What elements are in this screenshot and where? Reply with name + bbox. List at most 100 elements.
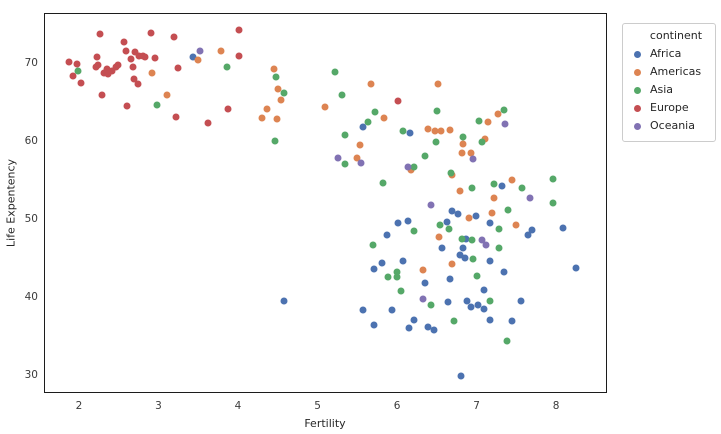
x-tick-label: 4 xyxy=(234,400,242,412)
data-point-africa xyxy=(406,129,414,137)
data-point-oceania xyxy=(404,163,412,171)
data-point-americas xyxy=(321,103,329,111)
data-point-americas xyxy=(380,114,388,122)
data-point-asia xyxy=(393,268,401,276)
data-point-africa xyxy=(443,218,451,226)
data-point-asia xyxy=(503,337,511,345)
data-point-europe xyxy=(235,52,243,60)
data-point-asia xyxy=(504,206,512,214)
data-point-oceania xyxy=(482,241,490,249)
africa-marker-icon xyxy=(634,50,641,58)
data-point-africa xyxy=(486,219,494,227)
data-point-americas xyxy=(367,80,375,88)
data-point-africa xyxy=(500,268,508,276)
data-point-asia xyxy=(369,241,377,249)
data-point-asia xyxy=(495,244,503,252)
data-point-asia xyxy=(468,184,476,192)
data-point-americas xyxy=(490,194,498,202)
legend-item-asia: Asia xyxy=(629,81,709,99)
data-point-asia xyxy=(459,133,467,141)
data-point-europe xyxy=(108,67,116,75)
americas-marker-icon xyxy=(634,68,641,76)
data-point-africa xyxy=(459,244,467,252)
data-point-americas xyxy=(258,114,266,122)
data-point-africa xyxy=(559,224,567,232)
data-point-americas xyxy=(217,47,225,55)
data-point-africa xyxy=(438,244,446,252)
legend-label: Europe xyxy=(650,101,689,114)
data-point-americas xyxy=(274,85,282,93)
europe-marker-icon xyxy=(634,104,641,112)
data-point-oceania xyxy=(427,201,435,209)
legend: continent Africa Americas Asia Europe Oc… xyxy=(622,23,716,142)
data-point-oceania xyxy=(357,159,365,167)
data-point-asia xyxy=(436,221,444,229)
data-point-asia xyxy=(397,287,405,295)
data-point-europe xyxy=(129,63,137,71)
data-point-asia xyxy=(421,152,429,160)
data-point-europe xyxy=(130,75,138,83)
data-point-europe xyxy=(147,29,155,37)
data-point-africa xyxy=(359,306,367,314)
data-point-asia xyxy=(518,184,526,192)
data-point-americas xyxy=(456,187,464,195)
data-point-americas xyxy=(488,209,496,217)
data-point-africa xyxy=(528,226,536,234)
legend-item-africa: Africa xyxy=(629,45,709,63)
data-point-asia xyxy=(468,236,476,244)
data-point-americas xyxy=(263,105,271,113)
data-point-europe xyxy=(174,64,182,72)
oceania-marker-icon xyxy=(634,122,641,130)
data-point-oceania xyxy=(334,154,342,162)
data-point-americas xyxy=(512,221,520,229)
data-point-asia xyxy=(384,273,392,281)
data-point-europe xyxy=(114,61,122,69)
data-point-americas xyxy=(465,214,473,222)
x-tick-label: 7 xyxy=(473,400,480,412)
legend-item-americas: Americas xyxy=(629,63,709,81)
data-point-asia xyxy=(458,235,466,243)
data-point-africa xyxy=(474,301,482,309)
data-point-africa xyxy=(572,264,580,272)
data-point-asia xyxy=(74,67,82,75)
data-point-asia xyxy=(432,138,440,146)
y-tick-label: 60 xyxy=(24,134,38,147)
data-point-americas xyxy=(356,141,364,149)
data-point-americas xyxy=(467,149,475,157)
data-point-europe xyxy=(103,65,111,73)
data-point-africa xyxy=(457,372,465,380)
data-point-americas xyxy=(446,126,454,134)
data-point-asia xyxy=(549,175,557,183)
data-point-europe xyxy=(96,30,104,38)
data-point-americas xyxy=(494,110,502,118)
legend-item-oceania: Oceania xyxy=(629,117,709,135)
data-point-europe xyxy=(204,119,212,127)
data-point-africa xyxy=(467,303,475,311)
data-point-africa xyxy=(424,323,432,331)
data-point-americas xyxy=(434,80,442,88)
data-point-asia xyxy=(410,163,418,171)
data-point-africa xyxy=(463,297,471,305)
data-point-africa xyxy=(456,251,464,259)
data-point-africa xyxy=(430,326,438,334)
data-point-asia xyxy=(364,118,372,126)
data-point-africa xyxy=(498,182,506,190)
data-point-asia xyxy=(478,138,486,146)
data-point-americas xyxy=(419,266,427,274)
data-point-africa xyxy=(472,212,480,220)
data-point-americas xyxy=(458,149,466,157)
data-point-africa xyxy=(280,297,288,305)
data-point-asia xyxy=(469,255,477,263)
data-point-africa xyxy=(399,257,407,265)
data-point-europe xyxy=(69,72,77,80)
data-point-europe xyxy=(98,91,106,99)
data-point-africa xyxy=(378,259,386,267)
data-point-asia xyxy=(427,301,435,309)
data-point-americas xyxy=(508,176,516,184)
data-point-africa xyxy=(405,324,413,332)
data-point-europe xyxy=(104,70,112,78)
data-point-oceania xyxy=(526,194,534,202)
data-point-europe xyxy=(394,97,402,105)
data-point-europe xyxy=(92,63,100,71)
